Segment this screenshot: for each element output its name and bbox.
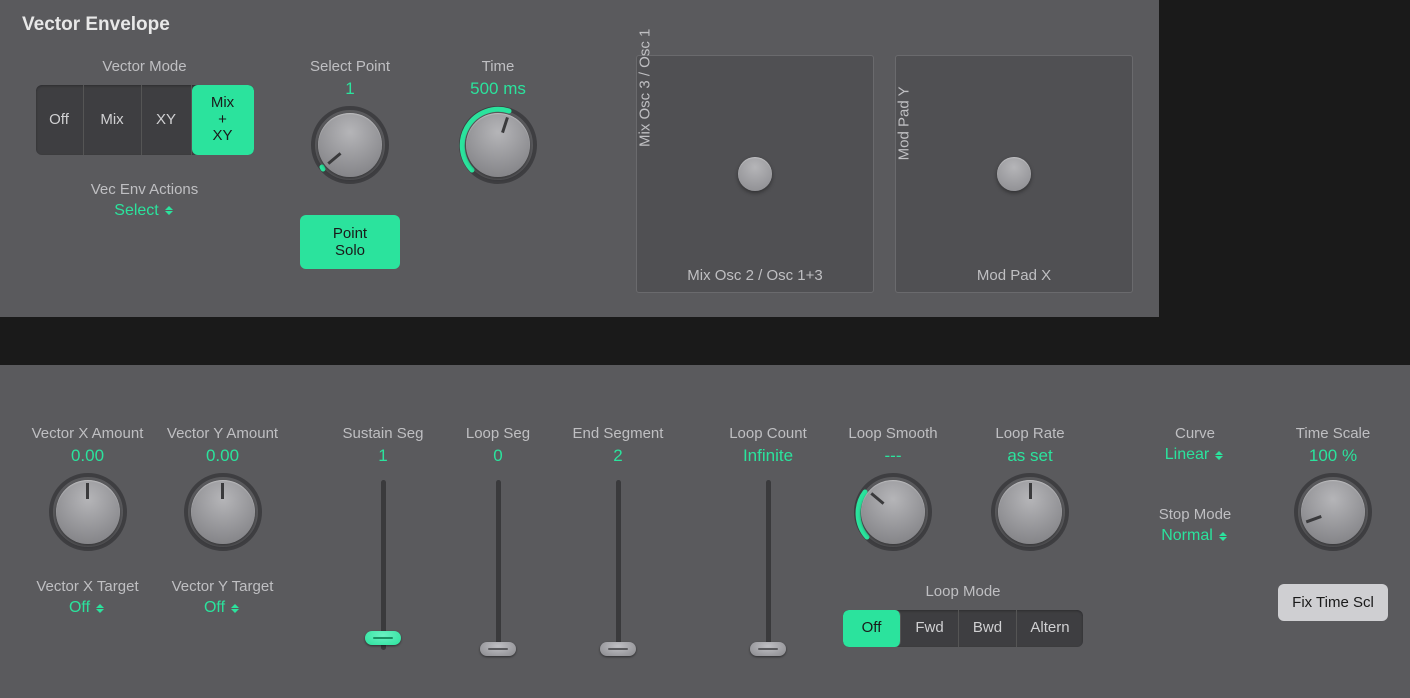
vector-mode-segmented[interactable]: Off Mix XY Mix + XY bbox=[36, 85, 254, 155]
loop-count-slider[interactable] bbox=[748, 480, 788, 650]
mix-pad-y-label: Mix Osc 3 / Osc 1 bbox=[637, 29, 654, 147]
mod-pad-x-label: Mod Pad X bbox=[896, 267, 1132, 284]
mod-pad-y-label: Mod Pad Y bbox=[896, 86, 913, 160]
vector-y-amount-value: 0.00 bbox=[206, 446, 239, 466]
curve-value: Linear bbox=[1165, 446, 1209, 464]
select-point-group: Select Point 1 Point Solo bbox=[300, 58, 400, 269]
vector-x-amount-group: Vector X Amount 0.00 Vector X Target Off bbox=[20, 425, 155, 617]
loop-seg-slider[interactable] bbox=[478, 480, 518, 650]
vector-y-target-label: Vector Y Target bbox=[172, 578, 274, 595]
loop-rate-value: as set bbox=[1007, 446, 1052, 466]
time-label: Time bbox=[482, 58, 515, 75]
time-knob[interactable] bbox=[456, 103, 540, 187]
vector-envelope-panel-top: Vector Envelope Vector Mode Off Mix XY M… bbox=[0, 0, 1159, 317]
loop-mode-altern[interactable]: Altern bbox=[1017, 610, 1083, 647]
loop-rate-knob[interactable] bbox=[988, 470, 1072, 554]
stop-mode-select[interactable]: Normal bbox=[1161, 527, 1229, 545]
vector-y-amount-group: Vector Y Amount 0.00 Vector Y Target Off bbox=[155, 425, 290, 617]
end-segment-slider[interactable] bbox=[598, 480, 638, 650]
fix-time-scl-button[interactable]: Fix Time Scl bbox=[1278, 584, 1388, 621]
loop-seg-value: 0 bbox=[493, 446, 502, 466]
vector-y-amount-knob[interactable] bbox=[181, 470, 265, 554]
loop-rate-label: Loop Rate bbox=[995, 425, 1064, 442]
loop-seg-thumb[interactable] bbox=[480, 642, 516, 656]
time-scale-knob[interactable] bbox=[1291, 470, 1375, 554]
loop-mode-bwd[interactable]: Bwd bbox=[959, 610, 1017, 647]
select-point-value: 1 bbox=[345, 79, 354, 99]
vector-mode-mix[interactable]: Mix bbox=[84, 85, 142, 155]
vector-envelope-panel-bottom: Vector X Amount 0.00 Vector X Target Off… bbox=[0, 365, 1410, 698]
loop-count-thumb[interactable] bbox=[750, 642, 786, 656]
chevron-updown-icon bbox=[1215, 448, 1225, 462]
vec-env-actions-label: Vec Env Actions bbox=[91, 181, 199, 198]
loop-smooth-label: Loop Smooth bbox=[848, 425, 937, 442]
sustain-seg-label: Sustain Seg bbox=[343, 425, 424, 442]
loop-smooth-knob[interactable] bbox=[851, 470, 935, 554]
loop-count-group: Loop Count Infinite bbox=[718, 425, 818, 650]
curve-stop-group: Curve Linear Stop Mode Normal bbox=[1140, 425, 1250, 545]
time-scale-group: Time Scale 100 % Fix Time Scl bbox=[1278, 425, 1388, 621]
point-solo-button[interactable]: Point Solo bbox=[300, 215, 400, 269]
loop-mode-fwd[interactable]: Fwd bbox=[901, 610, 959, 647]
mod-pad-handle[interactable] bbox=[997, 157, 1031, 191]
loop-mode-segmented[interactable]: Off Fwd Bwd Altern bbox=[843, 610, 1083, 647]
loop-count-label: Loop Count bbox=[729, 425, 807, 442]
time-scale-value: 100 % bbox=[1309, 446, 1357, 466]
vector-y-amount-label: Vector Y Amount bbox=[167, 425, 278, 442]
vector-x-target-label: Vector X Target bbox=[36, 578, 138, 595]
end-segment-group: End Segment 2 bbox=[563, 425, 673, 650]
vector-y-target-value: Off bbox=[204, 599, 225, 617]
chevron-updown-icon bbox=[165, 204, 175, 218]
curve-select[interactable]: Linear bbox=[1165, 446, 1225, 464]
loop-rate-group: Loop Rate as set bbox=[980, 425, 1080, 554]
chevron-updown-icon bbox=[96, 601, 106, 615]
vector-mode-off[interactable]: Off bbox=[36, 85, 84, 155]
loop-smooth-value: --- bbox=[885, 446, 902, 466]
mod-xy-pad[interactable]: Mod Pad Y Mod Pad X bbox=[895, 55, 1133, 293]
vector-mode-xy[interactable]: XY bbox=[142, 85, 192, 155]
chevron-updown-icon bbox=[231, 601, 241, 615]
select-point-knob[interactable] bbox=[308, 103, 392, 187]
time-value: 500 ms bbox=[470, 79, 526, 99]
panel-title: Vector Envelope bbox=[22, 14, 1137, 36]
vector-mode-mixxy[interactable]: Mix + XY bbox=[192, 85, 254, 155]
time-scale-label: Time Scale bbox=[1296, 425, 1370, 442]
loop-seg-group: Loop Seg 0 bbox=[448, 425, 548, 650]
loop-seg-label: Loop Seg bbox=[466, 425, 530, 442]
vector-y-target-select[interactable]: Off bbox=[204, 599, 241, 617]
loop-smooth-group: Loop Smooth --- bbox=[838, 425, 948, 554]
time-group: Time 500 ms bbox=[448, 58, 548, 187]
sustain-seg-group: Sustain Seg 1 bbox=[333, 425, 433, 650]
vector-x-amount-label: Vector X Amount bbox=[32, 425, 144, 442]
vec-env-actions-select[interactable]: Select bbox=[114, 202, 174, 220]
vector-x-amount-value: 0.00 bbox=[71, 446, 104, 466]
vec-env-actions-value: Select bbox=[114, 202, 158, 220]
curve-label: Curve bbox=[1175, 425, 1215, 442]
select-point-label: Select Point bbox=[310, 58, 390, 75]
vector-x-amount-knob[interactable] bbox=[46, 470, 130, 554]
vector-mode-label: Vector Mode bbox=[102, 58, 186, 75]
end-segment-thumb[interactable] bbox=[600, 642, 636, 656]
loop-mode-off[interactable]: Off bbox=[843, 610, 901, 647]
chevron-updown-icon bbox=[1219, 529, 1229, 543]
mix-pad-x-label: Mix Osc 2 / Osc 1+3 bbox=[637, 267, 873, 284]
sustain-seg-slider[interactable] bbox=[363, 480, 403, 650]
stop-mode-value: Normal bbox=[1161, 527, 1213, 545]
vector-x-target-value: Off bbox=[69, 599, 90, 617]
mix-xy-pad[interactable]: Mix Osc 3 / Osc 1 Mix Osc 2 / Osc 1+3 bbox=[636, 55, 874, 293]
loop-mode-group: Loop Mode Off Fwd Bwd Altern bbox=[838, 583, 1088, 647]
mix-pad-handle[interactable] bbox=[738, 157, 772, 191]
loop-count-value: Infinite bbox=[743, 446, 793, 466]
stop-mode-label: Stop Mode bbox=[1159, 506, 1232, 523]
vector-mode-group: Vector Mode Off Mix XY Mix + XY Vec Env … bbox=[22, 58, 267, 220]
sustain-seg-value: 1 bbox=[378, 446, 387, 466]
sustain-seg-thumb[interactable] bbox=[365, 631, 401, 645]
end-segment-value: 2 bbox=[613, 446, 622, 466]
end-segment-label: End Segment bbox=[573, 425, 664, 442]
loop-mode-label: Loop Mode bbox=[925, 583, 1000, 600]
vector-x-target-select[interactable]: Off bbox=[69, 599, 106, 617]
